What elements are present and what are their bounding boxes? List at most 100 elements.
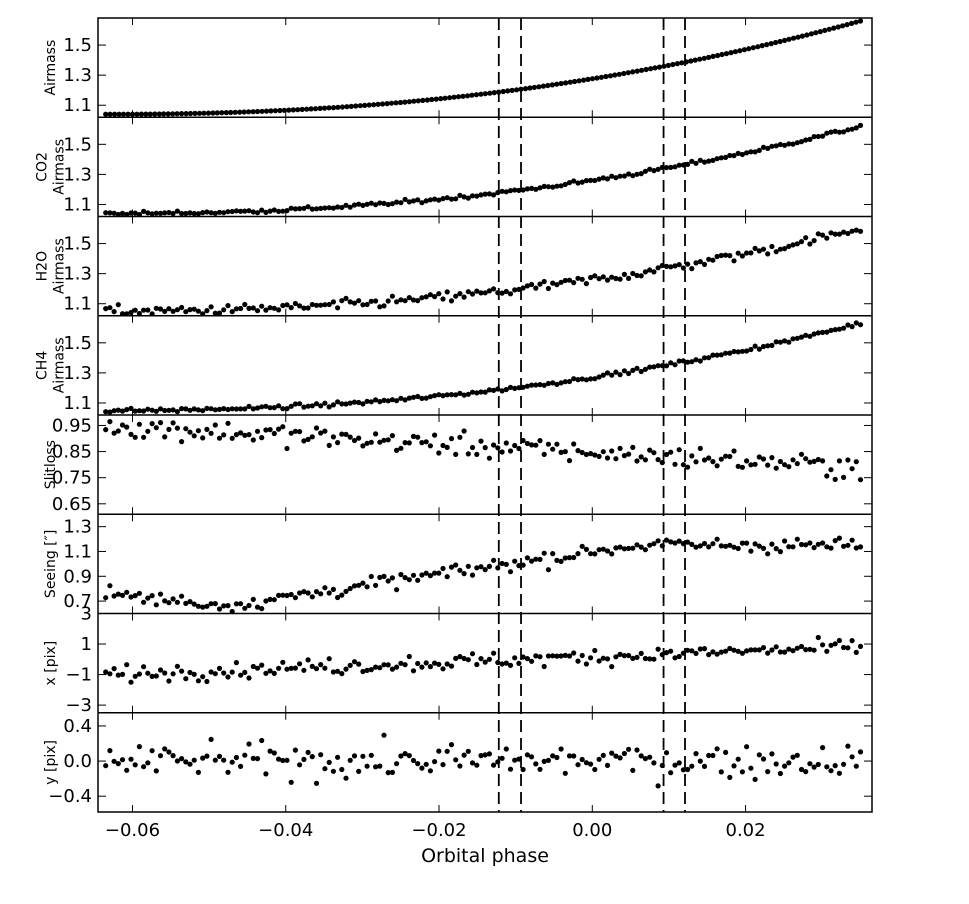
data-point xyxy=(398,395,404,401)
data-point xyxy=(486,751,492,757)
data-point xyxy=(748,346,754,353)
data-point xyxy=(715,52,721,59)
data-point xyxy=(259,207,265,213)
data-point xyxy=(103,669,109,675)
data-point xyxy=(672,762,678,768)
data-point xyxy=(322,205,328,211)
data-point xyxy=(313,589,320,595)
data-point xyxy=(204,405,210,411)
data-point xyxy=(794,461,800,467)
data-point xyxy=(562,181,568,187)
data-point xyxy=(153,673,159,679)
data-point xyxy=(276,592,282,599)
data-point xyxy=(545,285,552,292)
data-point xyxy=(419,395,425,401)
data-point xyxy=(808,31,815,37)
data-point xyxy=(419,572,425,578)
data-point xyxy=(149,407,155,413)
data-point xyxy=(339,671,345,677)
data-point xyxy=(486,288,492,294)
data-point xyxy=(444,748,450,754)
data-point xyxy=(668,164,674,170)
data-point xyxy=(841,129,847,135)
data-point xyxy=(697,543,703,549)
data-point xyxy=(731,348,737,355)
data-point xyxy=(782,246,788,252)
data-point xyxy=(232,109,238,115)
data-point xyxy=(297,429,303,435)
data-point xyxy=(739,650,746,656)
data-point xyxy=(438,96,444,102)
data-point xyxy=(621,653,628,659)
data-point xyxy=(103,306,109,312)
data-point xyxy=(550,551,556,557)
y-tick-label: 1.5 xyxy=(63,35,92,56)
y-tick-label: −1 xyxy=(65,665,92,686)
data-point xyxy=(157,306,164,312)
data-point xyxy=(588,761,594,767)
data-point xyxy=(486,387,492,393)
data-point xyxy=(288,430,294,436)
data-point xyxy=(107,210,113,216)
data-point xyxy=(748,765,754,771)
data-point xyxy=(685,261,691,267)
data-point xyxy=(284,666,290,672)
data-point xyxy=(701,55,707,61)
data-point xyxy=(469,572,476,578)
data-point xyxy=(271,430,277,437)
data-point xyxy=(161,111,167,117)
data-point xyxy=(815,761,821,768)
data-point xyxy=(604,277,611,283)
data-point xyxy=(752,343,758,349)
data-point xyxy=(111,309,117,315)
data-point xyxy=(533,442,539,448)
data-point xyxy=(241,109,247,115)
data-point xyxy=(233,208,239,214)
data-point xyxy=(288,305,294,311)
data-point xyxy=(250,596,256,603)
data-point xyxy=(115,407,121,413)
data-point xyxy=(566,378,573,385)
data-point xyxy=(373,664,379,670)
data-point xyxy=(166,209,172,216)
data-point xyxy=(575,551,581,557)
data-point xyxy=(693,160,699,166)
data-point xyxy=(216,606,223,612)
data-point xyxy=(794,752,800,758)
data-point xyxy=(157,420,164,426)
data-point xyxy=(460,93,466,99)
data-point xyxy=(655,646,661,652)
data-point xyxy=(786,544,792,550)
data-point xyxy=(841,543,847,549)
data-point xyxy=(607,73,614,79)
data-point xyxy=(246,403,252,409)
data-point xyxy=(229,406,235,412)
data-point xyxy=(136,310,142,317)
data-point xyxy=(436,570,442,576)
data-point xyxy=(735,349,741,355)
data-point xyxy=(609,274,615,280)
data-point xyxy=(603,73,609,80)
data-point xyxy=(216,310,223,316)
data-point xyxy=(347,662,353,669)
data-point xyxy=(364,301,370,308)
data-point xyxy=(782,649,788,655)
data-point xyxy=(309,434,315,440)
data-point xyxy=(566,653,573,659)
data-point xyxy=(643,66,649,73)
data-point xyxy=(507,384,514,390)
data-point xyxy=(389,293,395,299)
data-point xyxy=(773,644,779,650)
data-point xyxy=(474,762,480,768)
data-point xyxy=(246,208,252,214)
data-point xyxy=(389,575,395,581)
data-point xyxy=(225,209,231,215)
data-point xyxy=(769,455,775,461)
y-tick-label: 0.95 xyxy=(52,415,92,436)
data-point xyxy=(246,675,252,681)
data-point xyxy=(773,761,779,767)
data-point xyxy=(170,210,176,217)
data-point xyxy=(469,444,476,451)
data-point xyxy=(647,447,653,453)
data-point xyxy=(423,294,429,300)
